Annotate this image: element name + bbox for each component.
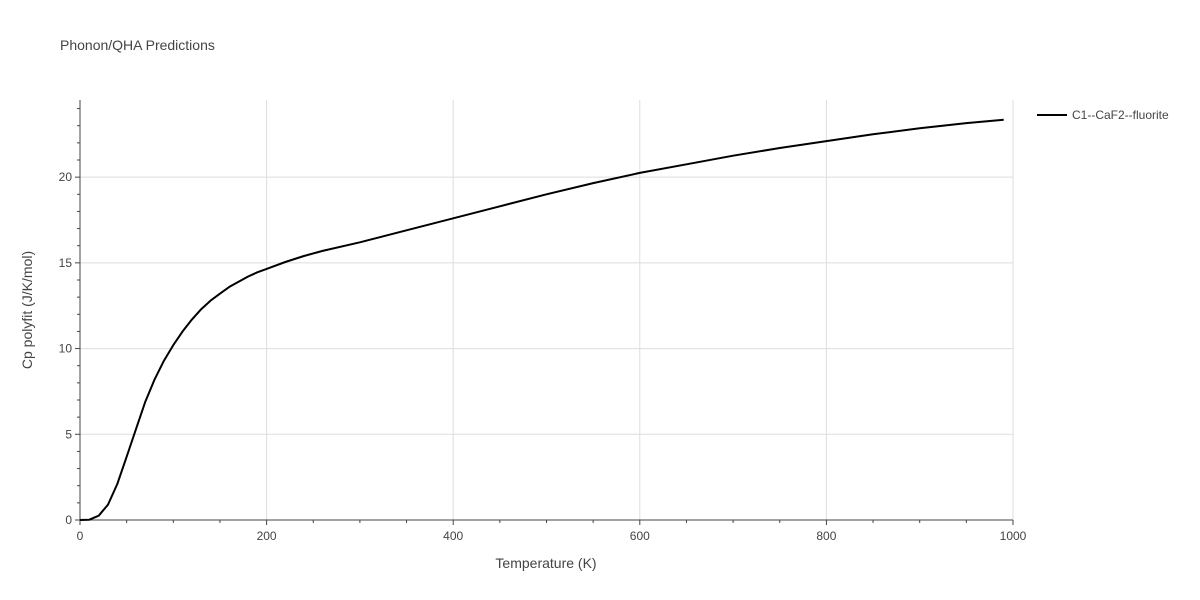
legend[interactable]: C1--CaF2--fluorite	[1037, 108, 1169, 122]
x-axis-ticks: 0 200 400 600 800 1000	[77, 520, 1027, 543]
grid-lines	[80, 100, 1014, 520]
y-axis-ticks: 0 5 10 15 20	[59, 108, 80, 527]
series-lines	[79, 118, 1004, 521]
y-tick-label: 0	[65, 513, 72, 527]
x-tick-label: 600	[630, 529, 650, 543]
y-axis-title: Cp polyfit (J/K/mol)	[19, 251, 35, 369]
x-tick-label: 800	[816, 529, 836, 543]
y-tick-label: 10	[59, 342, 73, 356]
x-tick-label: 400	[443, 529, 463, 543]
chart-title: Phonon/QHA Predictions	[60, 37, 215, 53]
axes	[79, 100, 1013, 521]
x-tick-label: 200	[257, 529, 277, 543]
x-tick-label: 0	[77, 529, 84, 543]
x-tick-label: 1000	[1000, 529, 1027, 543]
legend-label: C1--CaF2--fluorite	[1072, 108, 1169, 122]
y-tick-label: 5	[65, 427, 72, 441]
y-tick-label: 20	[59, 170, 73, 184]
series-line-c1-caf2-fluorite	[79, 118, 1004, 521]
y-tick-label: 15	[59, 256, 73, 270]
x-axis-title: Temperature (K)	[495, 555, 596, 571]
